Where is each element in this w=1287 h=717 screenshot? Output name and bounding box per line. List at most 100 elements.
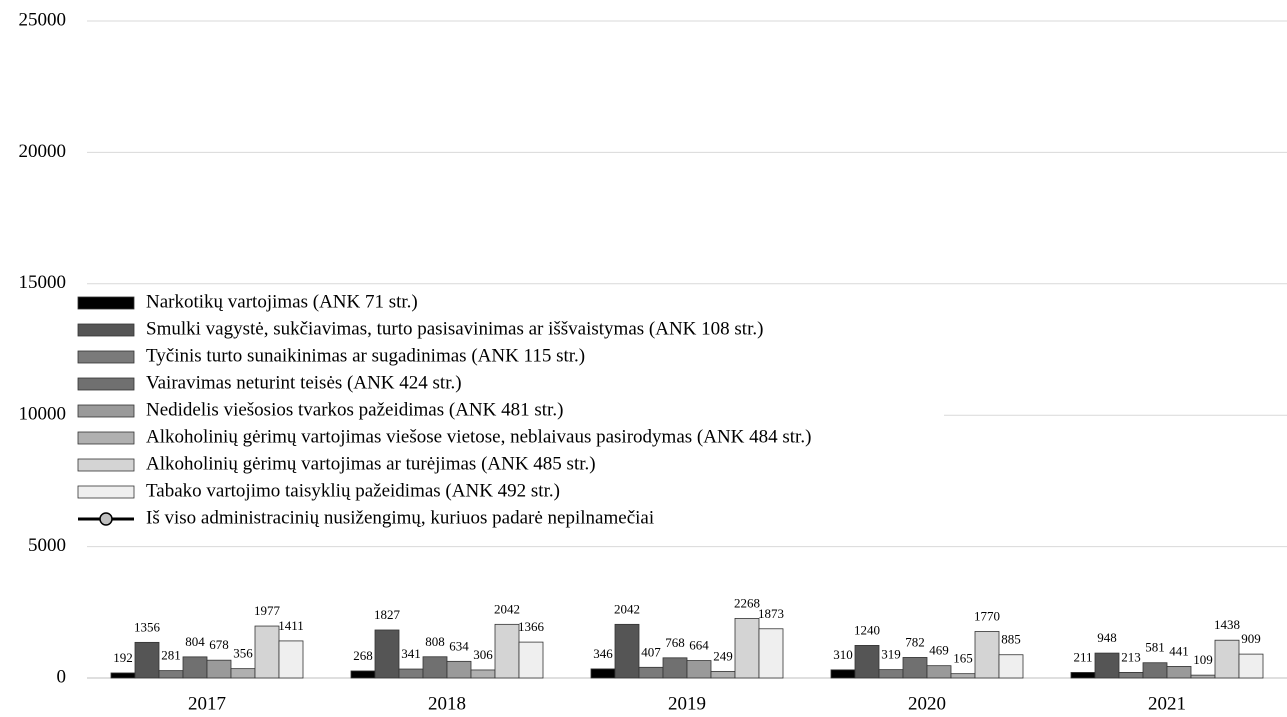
data-label: 634	[449, 638, 469, 653]
data-label: 319	[881, 647, 901, 662]
data-label: 310	[833, 647, 853, 662]
bar	[110, 672, 136, 679]
x-tick-label: 2019	[668, 693, 706, 714]
y-tick-label: 10000	[19, 404, 67, 425]
data-label: 1873	[758, 606, 784, 621]
legend-swatch	[77, 296, 135, 310]
legend-marker	[99, 512, 113, 526]
data-label: 1770	[974, 608, 1000, 623]
y-tick-label: 20000	[19, 141, 67, 162]
bar	[638, 666, 664, 679]
legend-swatch	[77, 431, 135, 445]
legend-label: Alkoholinių gėrimų vartojimas viešose vi…	[146, 426, 811, 447]
data-label: 885	[1001, 632, 1021, 647]
bar	[878, 669, 904, 679]
bar	[590, 668, 616, 679]
legend-label: Tabako vartojimo taisyklių pažeidimas (A…	[146, 480, 560, 501]
data-label: 782	[905, 634, 925, 649]
bar	[686, 660, 712, 679]
data-label: 281	[161, 648, 181, 663]
y-tick-label: 25000	[19, 9, 67, 30]
bar	[230, 668, 256, 679]
data-label: 211	[1073, 649, 1092, 664]
bar	[518, 641, 544, 679]
legend-label: Iš viso administracinių nusižengimų, kur…	[146, 507, 654, 528]
data-label: 768	[665, 635, 685, 650]
data-label: 664	[689, 638, 709, 653]
bar	[1190, 674, 1216, 679]
legend-swatch	[77, 485, 135, 499]
bar	[446, 660, 472, 679]
data-label: 346	[593, 646, 613, 661]
data-label: 407	[641, 644, 661, 659]
bar	[1142, 662, 1168, 679]
bar	[710, 671, 736, 679]
legend-swatch	[77, 323, 135, 337]
x-tick-label: 2021	[1148, 693, 1186, 714]
legend-label: Narkotikų vartojimas (ANK 71 str.)	[146, 291, 418, 312]
data-label: 2268	[734, 595, 760, 610]
data-label: 1977	[254, 603, 281, 618]
data-label: 306	[473, 647, 493, 662]
bar	[854, 645, 880, 679]
legend-label: Alkoholinių gėrimų vartojimas ar turėjim…	[146, 453, 596, 474]
y-tick-label: 15000	[19, 272, 67, 293]
data-label: 1411	[278, 618, 304, 633]
legend-background	[74, 289, 944, 534]
bar	[1118, 672, 1144, 679]
data-label: 1438	[1214, 617, 1240, 632]
legend-label: Tyčinis turto sunaikinimas ar sugadinima…	[146, 345, 585, 366]
data-label: 356	[233, 646, 253, 661]
data-label: 2042	[494, 601, 520, 616]
bar	[134, 641, 160, 679]
data-label: 948	[1097, 630, 1117, 645]
bar	[1070, 672, 1096, 679]
bar	[662, 657, 688, 679]
data-label: 165	[953, 651, 973, 666]
bar	[926, 665, 952, 679]
bar	[1214, 639, 1240, 679]
legend-swatch	[77, 377, 135, 391]
bar	[758, 628, 784, 679]
data-label: 1366	[518, 619, 545, 634]
bar	[1166, 666, 1192, 679]
bar	[830, 669, 856, 679]
bar	[278, 640, 304, 679]
legend-label: Smulki vagystė, sukčiavimas, turto pasis…	[146, 318, 763, 339]
data-label: 1356	[134, 619, 161, 634]
data-label: 441	[1169, 643, 1189, 658]
data-label: 804	[185, 634, 205, 649]
bar	[974, 631, 1000, 679]
legend-label: Vairavimas neturint teisės (ANK 424 str.…	[146, 372, 462, 393]
data-label: 469	[929, 643, 949, 658]
legend-swatch	[77, 350, 135, 364]
legend-swatch	[77, 404, 135, 418]
bar	[182, 656, 208, 679]
data-label: 109	[1193, 652, 1213, 667]
bar	[470, 669, 496, 679]
data-label: 581	[1145, 640, 1165, 655]
bar	[950, 673, 976, 679]
bar	[158, 670, 184, 679]
bar	[422, 656, 448, 679]
bar	[350, 670, 376, 679]
data-label: 909	[1241, 631, 1261, 646]
data-label: 808	[425, 634, 445, 649]
bar	[374, 629, 400, 679]
data-label: 1827	[374, 607, 401, 622]
y-tick-label: 0	[57, 666, 67, 687]
data-label: 249	[713, 648, 733, 663]
y-tick-label: 5000	[28, 535, 66, 556]
bar	[998, 654, 1024, 679]
data-label: 213	[1121, 649, 1141, 664]
bar	[902, 657, 928, 679]
data-label: 1240	[854, 622, 880, 637]
bar	[206, 659, 232, 679]
bar	[1094, 652, 1120, 679]
data-label: 2042	[614, 601, 640, 616]
bar	[398, 668, 424, 679]
data-label: 192	[113, 650, 133, 665]
bar	[494, 623, 520, 679]
bar	[734, 617, 760, 679]
